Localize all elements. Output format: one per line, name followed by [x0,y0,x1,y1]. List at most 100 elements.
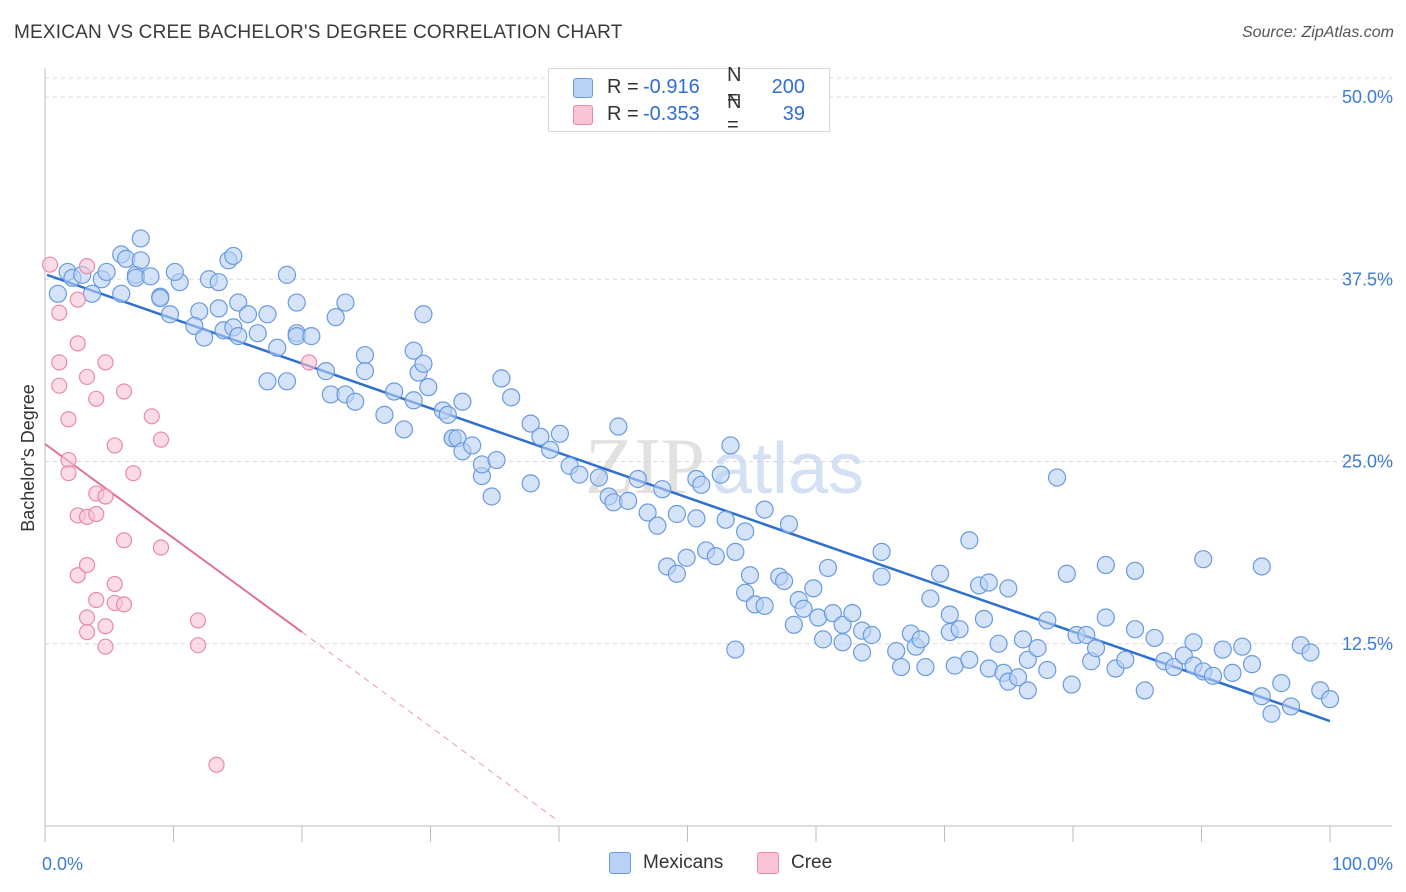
mexicans-point [1233,637,1252,656]
chart-legend: Mexicans Cree [0,852,1406,878]
mexicans-point [1184,633,1203,652]
mexicans-point [794,599,813,618]
stats-n-label: N = [727,64,742,109]
mexicans-point [726,542,745,561]
cree-trend-line [44,443,303,633]
mexicans-point [930,564,950,583]
x-tick-label: 0.0% [42,854,83,874]
mexicans-point [1164,657,1184,677]
cree-point [189,637,207,654]
trend-lines [44,273,1331,823]
mexicans-point [1028,639,1047,658]
mexicans-point [1194,550,1213,569]
cree-point [60,411,77,428]
mexicans-point [1262,704,1281,723]
mexicans-point [1213,640,1232,659]
cree-point [78,368,96,386]
mexicans-point [258,372,277,391]
mexicans-point [823,604,842,623]
mexicans-point [589,468,608,487]
legend-swatch-mexicans [609,852,631,874]
cree-point [97,354,114,371]
chart-title: MEXICAN VS CREE BACHELOR'S DEGREE CORREL… [14,22,623,43]
mexicans-point [1077,625,1096,645]
cree-point [152,539,170,556]
y-tick-label: 12.5% [1342,634,1393,654]
cree-point [115,383,133,400]
stats-n-value: 39 [782,102,805,125]
mexicans-point [1135,681,1154,700]
mexicans-point [979,573,998,592]
mexicans-point [740,566,760,585]
mexicans-point [1018,681,1037,700]
mexicans-point [628,469,647,489]
mexicans-point [755,500,774,519]
mexicans-point [97,262,116,282]
mexicans-point [131,229,150,248]
stats-n-label: N = [727,91,742,136]
stats-swatch-cree [573,105,593,125]
y-axis-title: Bachelor's Degree [18,384,38,532]
legend-item-mexicans[interactable]: Mexicans [609,852,723,874]
mexicans-point [131,251,150,270]
y-tick-label: 50.0% [1342,87,1393,107]
cree-point [51,354,68,371]
mexicans-point [151,289,170,308]
mexicans-trend-line [46,273,1331,723]
mexicans-point [521,414,540,433]
mexicans-point [872,567,891,586]
mexicans-point [414,305,433,324]
mexicans-point [1125,620,1145,639]
mexicans-point [336,293,355,312]
mexicans-point [258,305,277,324]
mexicans-point [346,392,365,411]
mexicans-point [960,531,979,550]
mexicans-point [453,392,472,411]
cree-point [60,465,77,482]
mexicans-point [667,504,686,524]
mexicans-point [706,547,725,566]
mexicans-point [287,293,306,312]
mexicans-point [394,420,414,439]
cree-point [41,256,59,273]
mexicans-point [248,324,267,343]
stats-r-value: -0.916 [643,75,700,98]
mexicans-point [843,604,862,623]
stats-r-label: R = [607,102,645,125]
mexicans-point [375,405,394,424]
mexicans-point [638,503,657,522]
y-tick-label: 25.0% [1342,452,1393,472]
mexicans-point [755,596,774,615]
mexicans-point [326,308,345,327]
mexicans-point [619,491,638,510]
mexicans-point [1116,650,1135,669]
mexicans-point [736,522,755,541]
mexicans-point [502,388,521,407]
mexicans-point [355,362,375,381]
mexicans-point [775,571,794,591]
mexicans-point [112,284,131,303]
cree-point [152,431,170,448]
legend-item-cree[interactable]: Cree [757,852,832,874]
mexicans-point [1096,608,1115,627]
cree-point [106,575,123,593]
mexicans-point [209,299,228,318]
stats-r-label: R = [607,75,645,98]
mexicans-point [726,640,745,659]
mexicans-point [852,643,872,662]
mexicans-point [229,327,248,346]
mexicans-point [1096,555,1115,575]
mexicans-point [648,516,667,535]
mexicans-point [891,657,911,677]
mexicans-point [302,327,321,346]
mexicans-point [1008,668,1028,687]
cree-point [143,408,160,425]
stats-box: R = -0.916 N = 200 R = -0.353 N = 39 [548,64,830,136]
cree-point [69,335,86,352]
mexicans-point [160,305,180,324]
cree-point [208,756,225,773]
mexicans-point [1320,690,1340,709]
x-tick-label: 100.0% [1332,854,1393,874]
cree-point [88,505,105,523]
